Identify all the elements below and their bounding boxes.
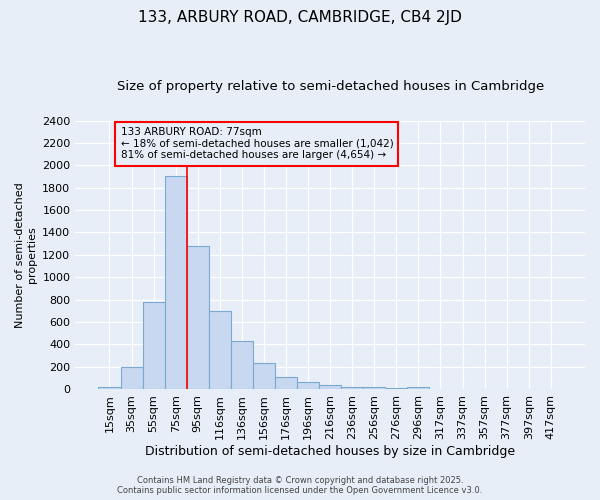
X-axis label: Distribution of semi-detached houses by size in Cambridge: Distribution of semi-detached houses by … [145, 444, 515, 458]
Bar [341, 386, 363, 389]
Text: Contains HM Land Registry data © Crown copyright and database right 2025.
Contai: Contains HM Land Registry data © Crown c… [118, 476, 482, 495]
Bar [209, 311, 231, 389]
Bar [297, 382, 319, 389]
Bar [253, 364, 275, 389]
Bar [143, 302, 164, 389]
Bar [164, 176, 187, 389]
Bar [231, 341, 253, 389]
Text: 133 ARBURY ROAD: 77sqm
← 18% of semi-detached houses are smaller (1,042)
81% of : 133 ARBURY ROAD: 77sqm ← 18% of semi-det… [121, 128, 393, 160]
Title: Size of property relative to semi-detached houses in Cambridge: Size of property relative to semi-detach… [116, 80, 544, 93]
Bar [98, 387, 121, 389]
Bar [363, 388, 385, 389]
Bar [430, 388, 451, 389]
Bar [385, 388, 407, 389]
Y-axis label: Number of semi-detached
properties: Number of semi-detached properties [15, 182, 37, 328]
Bar [407, 387, 430, 389]
Bar [187, 246, 209, 389]
Bar [121, 366, 143, 389]
Text: 133, ARBURY ROAD, CAMBRIDGE, CB4 2JD: 133, ARBURY ROAD, CAMBRIDGE, CB4 2JD [138, 10, 462, 25]
Bar [319, 385, 341, 389]
Bar [275, 377, 297, 389]
